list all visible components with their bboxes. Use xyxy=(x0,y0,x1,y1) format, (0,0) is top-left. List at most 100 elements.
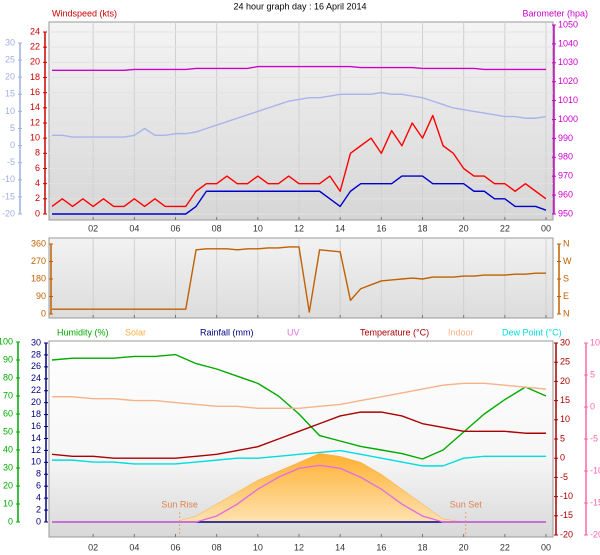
legend-entry: Solar xyxy=(125,327,146,337)
y-tick-label: 15 xyxy=(560,395,570,405)
x-tick-label: 00 xyxy=(541,542,551,552)
y-tick-label: S xyxy=(563,273,569,283)
y-tick-label: 2 xyxy=(35,193,40,203)
y-tick-label: 0 xyxy=(8,516,13,526)
y-tick-label: 10 xyxy=(3,498,13,508)
y-tick-label: 1020 xyxy=(558,76,578,86)
y-tick-label: 6 xyxy=(36,481,41,491)
x-tick-label: 16 xyxy=(376,223,386,233)
y-tick-label: 16 xyxy=(30,87,40,97)
x-tick-label: 22 xyxy=(500,542,510,552)
y-tick-label: 20 xyxy=(5,72,15,82)
x-tick-label: 14 xyxy=(335,223,345,233)
y-tick-label: 5 xyxy=(560,433,565,443)
x-tick-label: 02 xyxy=(88,542,98,552)
x-tick-label: 08 xyxy=(212,223,222,233)
y-tick-label: 30 xyxy=(3,462,13,472)
legend-entry: Humidity (%) xyxy=(57,327,109,337)
x-tick-label: 14 xyxy=(335,542,345,552)
series-line xyxy=(52,382,547,409)
y-tick-label: 50 xyxy=(3,426,13,436)
y-tick-label: 20 xyxy=(31,397,41,407)
y-tick-label: -10 xyxy=(2,174,15,184)
plot-frame xyxy=(48,21,554,221)
y-tick-label: 360 xyxy=(31,238,46,248)
y-tick-label: 8 xyxy=(35,148,40,158)
y-tick-label: 30 xyxy=(560,337,570,347)
x-tick-label: 20 xyxy=(459,223,469,233)
y-tick-label: 15 xyxy=(5,89,15,99)
y-tick-label: 1040 xyxy=(558,38,578,48)
y-tick-label: 25 xyxy=(5,54,15,64)
x-tick-label: 10 xyxy=(253,223,263,233)
y-tick-label: -5 xyxy=(590,433,598,443)
y-tick-label: 30 xyxy=(5,37,15,47)
series-line xyxy=(51,114,547,208)
y-tick-label: 40 xyxy=(3,444,13,454)
plot-frame xyxy=(48,340,554,538)
annotation-label: Sun Rise xyxy=(161,499,198,509)
y-tick-label: 12 xyxy=(31,445,41,455)
x-tick-label: 06 xyxy=(170,542,180,552)
y-tick-label: -15 xyxy=(590,497,600,507)
annotation-label: Sun Set xyxy=(450,499,483,509)
y-tick-label: -20 xyxy=(590,529,600,539)
y-tick-label: 0 xyxy=(560,453,565,463)
x-tick-label: 12 xyxy=(294,542,304,552)
y-tick-label: 1010 xyxy=(558,95,578,105)
y-tick-label: 14 xyxy=(31,433,41,443)
legend-entry: Indoor xyxy=(448,327,474,337)
y-tick-label: 0 xyxy=(41,308,46,318)
y-tick-label: 4 xyxy=(36,493,41,503)
y-tick-label: 5 xyxy=(10,123,15,133)
y-tick-label: 20 xyxy=(3,480,13,490)
x-tick-label: 18 xyxy=(417,542,427,552)
y-tick-label: 18 xyxy=(30,72,40,82)
series-line xyxy=(52,246,546,313)
y-tick-label: 2 xyxy=(36,504,41,514)
y-tick-label: 24 xyxy=(30,26,40,36)
x-tick-label: 06 xyxy=(170,223,180,233)
y-tick-label: 26 xyxy=(31,361,41,371)
y-tick-label: 60 xyxy=(3,408,13,418)
series-line xyxy=(51,411,546,459)
y-tick-label: 100 xyxy=(0,336,13,346)
x-tick-label: 20 xyxy=(459,542,469,552)
x-tick-label: 04 xyxy=(129,542,139,552)
legend-entry: Dew Point (°C) xyxy=(502,327,562,337)
y-tick-label: 1030 xyxy=(558,57,578,67)
x-tick-label: 18 xyxy=(417,223,427,233)
y-tick-label: -5 xyxy=(560,472,568,482)
y-tick-label: E xyxy=(563,291,569,301)
y-tick-label: 4 xyxy=(35,178,40,188)
x-tick-label: 02 xyxy=(88,223,98,233)
y-tick-label: 10 xyxy=(590,337,600,347)
y-tick-label: 25 xyxy=(560,357,570,367)
y-tick-label: 30 xyxy=(31,337,41,347)
y-tick-label: -15 xyxy=(2,191,15,201)
series-line xyxy=(52,91,547,138)
x-tick-label: 16 xyxy=(376,542,386,552)
y-tick-label: 70 xyxy=(3,390,13,400)
y-tick-label: 970 xyxy=(558,171,573,181)
y-tick-label: 0 xyxy=(590,401,595,411)
y-tick-label: 20 xyxy=(560,376,570,386)
y-axis-title: Windspeed (kts) xyxy=(52,8,117,18)
y-tick-label: 20 xyxy=(30,57,40,67)
y-tick-label: 80 xyxy=(3,372,13,382)
y-tick-label: 960 xyxy=(558,189,573,199)
y-tick-label: 28 xyxy=(31,349,41,359)
y-tick-label: 16 xyxy=(31,421,41,431)
y-tick-label: 10 xyxy=(30,133,40,143)
y-tick-label: 10 xyxy=(31,457,41,467)
y-tick-label: W xyxy=(563,256,572,266)
y-tick-label: 180 xyxy=(31,273,46,283)
x-tick-label: 08 xyxy=(212,542,222,552)
y-tick-label: 24 xyxy=(31,373,41,383)
y-tick-label: 0 xyxy=(35,208,40,218)
legend-entry: Rainfall (mm) xyxy=(200,327,254,337)
y-tick-label: N xyxy=(563,308,570,318)
y-tick-label: 90 xyxy=(36,291,46,301)
x-tick-label: 04 xyxy=(129,223,139,233)
